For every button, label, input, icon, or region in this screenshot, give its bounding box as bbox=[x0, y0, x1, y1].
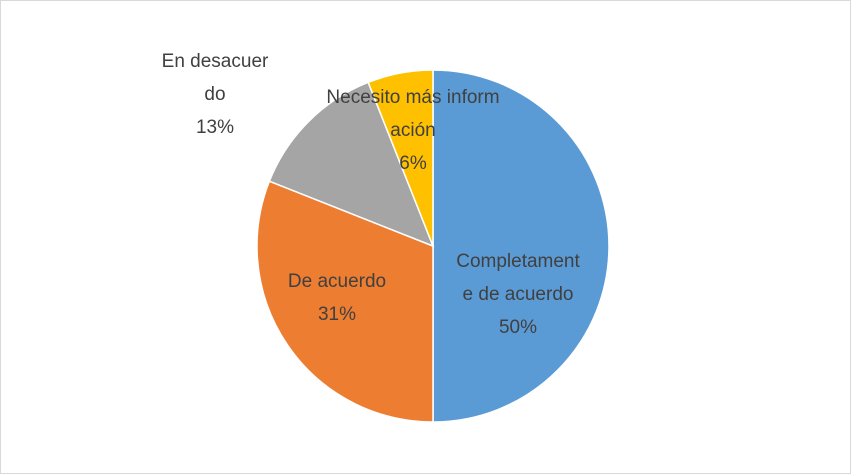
pie-slice bbox=[367, 69, 434, 247]
data-label: Necesito más información 6% bbox=[326, 81, 501, 180]
value-label: 13% bbox=[195, 117, 235, 138]
value-label: 6% bbox=[399, 153, 427, 174]
value-label: 50% bbox=[498, 317, 538, 338]
pie-slice bbox=[256, 180, 434, 423]
pie-slice bbox=[432, 69, 610, 423]
data-label: Completamente de acuerdo 50% bbox=[454, 245, 582, 344]
value-label: 31% bbox=[317, 304, 357, 325]
category-label: Necesito más información bbox=[326, 87, 500, 141]
category-label: En desacuerdo bbox=[161, 51, 269, 105]
data-label: En desacuerdo 13% bbox=[160, 45, 270, 144]
category-label: De acuerdo bbox=[287, 271, 387, 292]
data-label: De acuerdo 31% bbox=[262, 265, 412, 331]
pie-slice bbox=[268, 81, 435, 248]
category-label: Completamente de acuerdo bbox=[456, 251, 580, 305]
